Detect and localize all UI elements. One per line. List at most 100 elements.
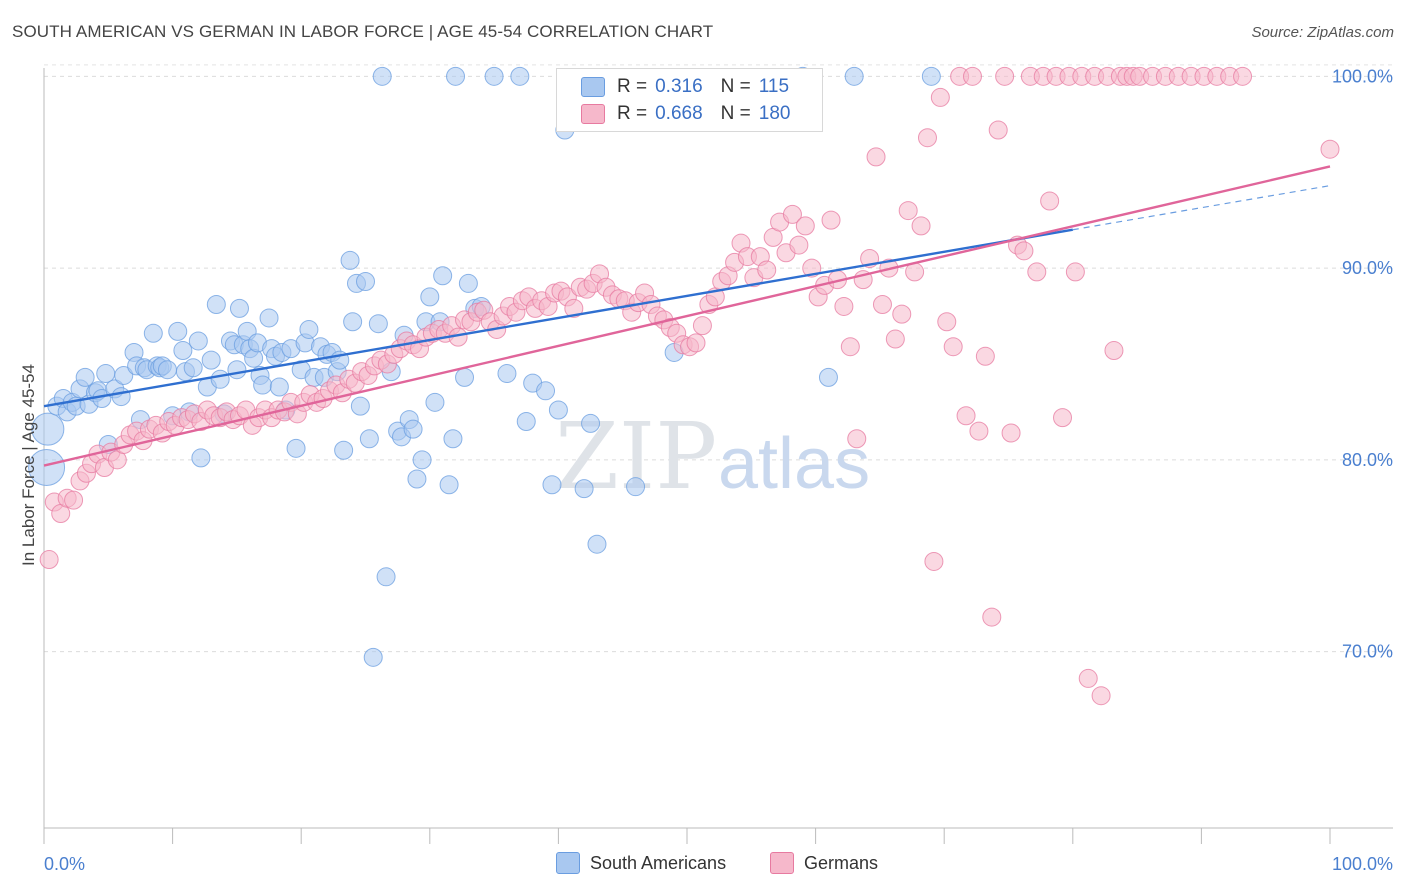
german-point	[872, 295, 892, 315]
german-point	[975, 346, 995, 366]
german-point	[866, 147, 886, 167]
legend-row-south-americans: R = 0.316 N = 115	[581, 74, 807, 100]
south-american-point	[484, 66, 504, 86]
german-point	[64, 490, 84, 510]
german-point	[834, 296, 854, 316]
chart-title: SOUTH AMERICAN VS GERMAN IN LABOR FORCE …	[12, 22, 714, 41]
series-legend-germans: Germans	[770, 852, 878, 874]
south-american-point	[334, 440, 354, 460]
south-american-point	[343, 312, 363, 332]
legend-swatch-pink	[581, 104, 605, 124]
south-american-point	[299, 319, 319, 339]
german-point	[39, 550, 59, 570]
german-point	[782, 204, 802, 224]
south-american-point	[368, 314, 388, 334]
y-tick-label: 90.0%	[1342, 258, 1393, 278]
watermark: ZIP atlas	[555, 403, 870, 510]
legend-swatch-blue	[581, 77, 605, 97]
south-american-point	[191, 448, 211, 468]
y-tick-label: 100.0%	[1332, 66, 1393, 86]
german-point	[1001, 423, 1021, 443]
x-tick-label: 100.0%	[1332, 854, 1393, 874]
south-american-point	[210, 369, 230, 389]
legend-row-germans: R = 0.668 N = 180	[581, 101, 808, 127]
german-point	[1091, 686, 1111, 706]
south-american-point	[363, 647, 383, 667]
y-tick-label: 70.0%	[1342, 642, 1393, 662]
south-american-point	[446, 66, 466, 86]
south-american-point	[574, 479, 594, 499]
series-swatch-pink	[770, 852, 794, 874]
german-point	[924, 551, 944, 571]
german-point	[1027, 262, 1047, 282]
german-point	[917, 128, 937, 148]
legend-r-value: 0.668	[655, 103, 703, 124]
south-american-point	[458, 273, 478, 293]
y-tick-label: 80.0%	[1342, 450, 1393, 470]
south-american-point	[921, 66, 941, 86]
german-point	[821, 210, 841, 230]
south-american-point	[443, 429, 463, 449]
source-attribution: Source: ZipAtlas.com	[1251, 24, 1394, 41]
german-point	[962, 66, 982, 86]
south-american-point	[516, 411, 536, 431]
south-american-point	[626, 477, 646, 497]
south-american-point	[253, 375, 273, 395]
german-point	[686, 333, 706, 353]
south-american-point	[420, 287, 440, 307]
south-american-point	[510, 66, 530, 86]
south-american-point	[407, 469, 427, 489]
axes	[43, 68, 1393, 844]
south-american-point	[143, 323, 163, 343]
german-point	[692, 316, 712, 336]
legend-n-value: 115	[758, 76, 790, 97]
south-american-point	[844, 66, 864, 86]
south-american-point	[188, 331, 208, 351]
legend-r-value: 0.316	[655, 76, 703, 97]
south-american-point	[439, 475, 459, 495]
series-swatch-blue	[556, 852, 580, 874]
german-point	[757, 260, 777, 280]
south-american-point	[75, 367, 95, 387]
german-point	[1014, 241, 1034, 261]
south-american-point	[168, 321, 188, 341]
south-american-point	[201, 350, 221, 370]
legend-r-label: R =	[617, 103, 648, 124]
legend-r-label: R =	[617, 76, 648, 97]
south-american-point	[286, 438, 306, 458]
south-american-point	[356, 272, 375, 292]
germans-points	[39, 66, 1340, 706]
south-american-point	[111, 387, 131, 407]
german-point	[943, 337, 963, 357]
south-american-point	[359, 429, 379, 449]
south-americans-points	[28, 66, 941, 667]
german-point	[1053, 408, 1073, 428]
stats-legend: R = 0.316 N = 115 R = 0.668 N = 180	[556, 68, 823, 132]
x-tick-label: 0.0%	[44, 854, 85, 874]
german-point	[995, 66, 1015, 86]
south-american-point	[269, 377, 289, 397]
south-american-point	[31, 412, 65, 446]
german-point	[898, 201, 918, 221]
legend-n-value: 180	[758, 103, 791, 124]
german-point	[564, 298, 584, 318]
south-american-point	[114, 365, 134, 385]
germans-trend-line	[43, 165, 1331, 467]
legend-n-label: N =	[720, 76, 751, 97]
south-american-point	[412, 450, 432, 470]
tick-labels: 70.0% 80.0% 90.0% 100.0% 0.0% 100.0%	[44, 66, 1393, 874]
south-american-point	[403, 419, 423, 439]
south-american-point	[157, 360, 177, 380]
south-american-point	[548, 400, 568, 420]
series-label-germans: Germans	[804, 852, 879, 873]
german-point	[789, 235, 809, 255]
german-point	[937, 312, 957, 332]
legend-n-label: N =	[720, 103, 751, 124]
south-american-point	[455, 367, 475, 387]
south-american-point	[542, 475, 562, 495]
south-american-point	[350, 396, 370, 416]
series-legend-south-americans: South Americans	[556, 852, 726, 874]
y-axis-label: In Labor Force | Age 45-54	[19, 364, 38, 566]
south-american-point	[372, 66, 392, 86]
